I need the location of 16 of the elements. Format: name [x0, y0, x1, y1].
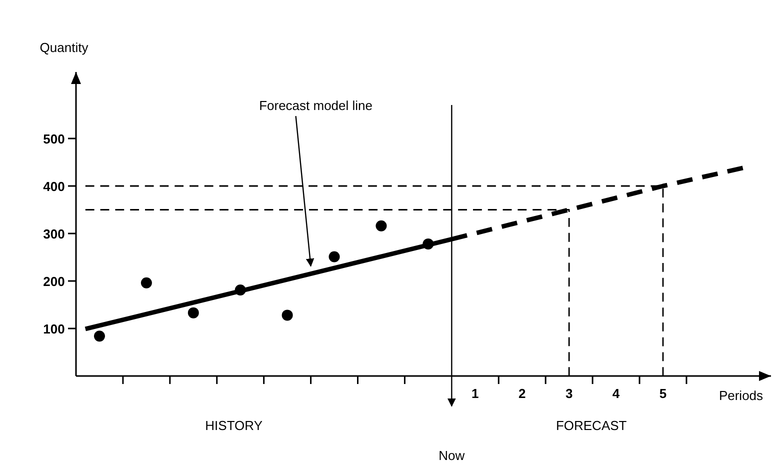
- y-tick-label: 100: [43, 322, 65, 336]
- x-tick-label: 1: [472, 386, 479, 401]
- text: HISTORY: [205, 418, 263, 433]
- y-tick-label: 200: [43, 274, 65, 289]
- x-axis-title: Periods: [718, 388, 764, 403]
- x-tick-label: 3: [565, 386, 573, 401]
- text: FORECAST: [556, 418, 627, 433]
- x-tick-label: 5: [659, 386, 667, 401]
- x-tick-label: 2: [518, 386, 526, 401]
- y-tick-label: 400: [43, 179, 65, 194]
- annotation: Forecast model line: [259, 98, 373, 114]
- x-tick-label: 4: [612, 386, 620, 401]
- ref-line-label: Now: [438, 448, 466, 463]
- y-axis-title: Quantity: [40, 40, 89, 55]
- y-tick-label: 300: [43, 226, 65, 242]
- y-tick-label: 500: [43, 132, 65, 146]
